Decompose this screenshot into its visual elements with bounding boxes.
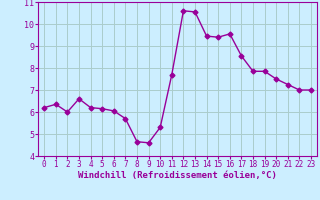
X-axis label: Windchill (Refroidissement éolien,°C): Windchill (Refroidissement éolien,°C) [78, 171, 277, 180]
